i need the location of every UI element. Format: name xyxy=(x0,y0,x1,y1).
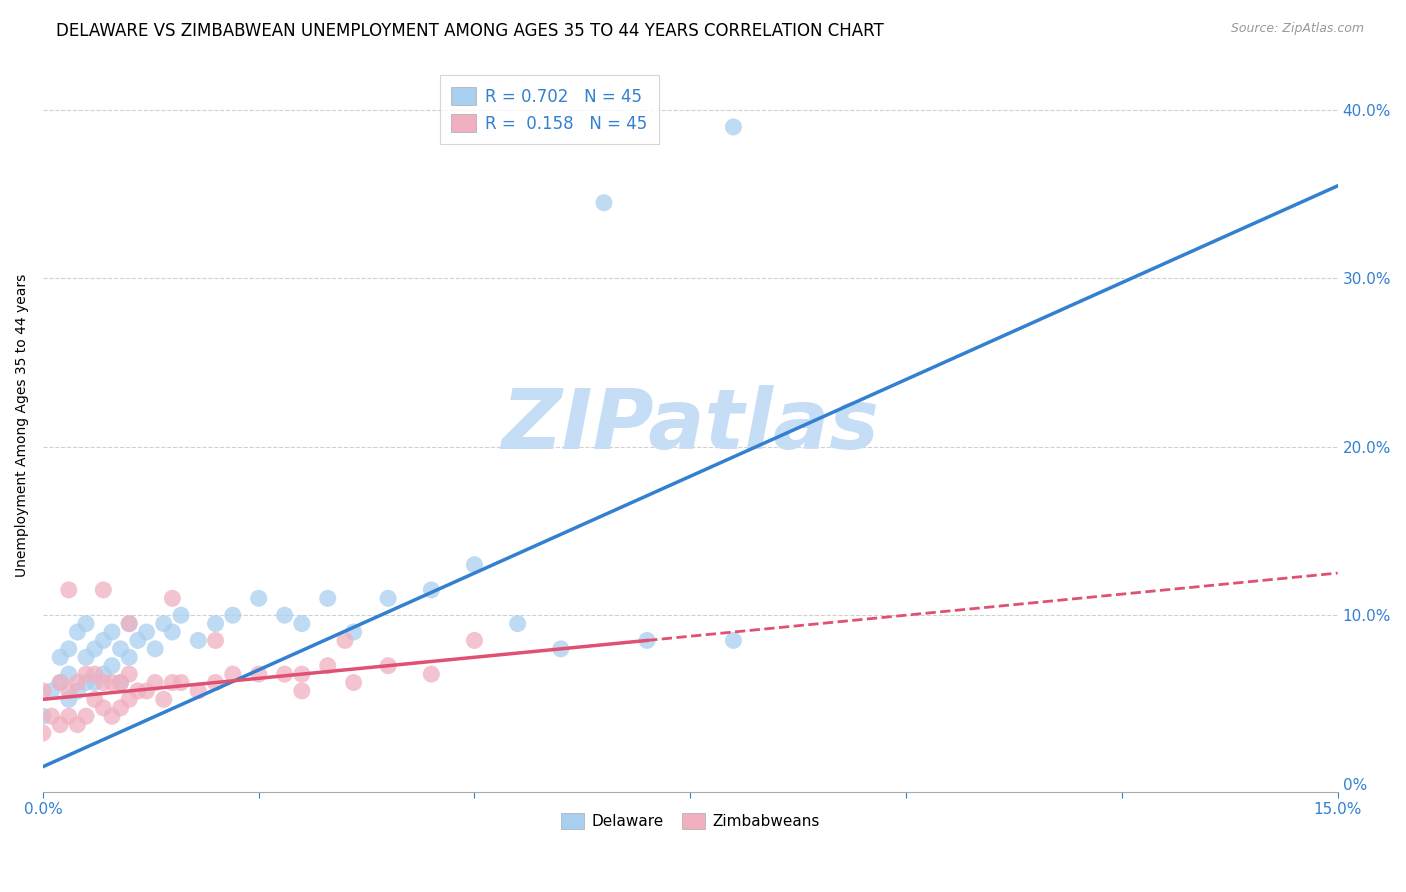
Point xyxy=(49,675,72,690)
Point xyxy=(135,684,157,698)
Point xyxy=(118,616,141,631)
Point xyxy=(83,641,105,656)
Point xyxy=(162,591,184,606)
Point xyxy=(273,667,295,681)
Legend: Delaware, Zimbabweans: Delaware, Zimbabweans xyxy=(554,806,825,836)
Point xyxy=(170,675,193,690)
Point xyxy=(83,675,105,690)
Point xyxy=(58,582,80,597)
Point xyxy=(101,675,124,690)
Point xyxy=(101,709,124,723)
Point xyxy=(343,675,366,690)
Point xyxy=(187,633,209,648)
Point xyxy=(66,684,89,698)
Y-axis label: Unemployment Among Ages 35 to 44 years: Unemployment Among Ages 35 to 44 years xyxy=(15,274,30,577)
Point xyxy=(550,641,572,656)
Point xyxy=(32,709,55,723)
Point xyxy=(75,650,97,665)
Point xyxy=(110,700,132,714)
Point xyxy=(143,641,166,656)
Point xyxy=(162,675,184,690)
Point xyxy=(49,650,72,665)
Point xyxy=(143,675,166,690)
Point xyxy=(83,692,105,706)
Point xyxy=(316,658,339,673)
Point xyxy=(49,675,72,690)
Point xyxy=(377,591,399,606)
Point xyxy=(66,625,89,640)
Point xyxy=(91,667,114,681)
Text: DELAWARE VS ZIMBABWEAN UNEMPLOYMENT AMONG AGES 35 TO 44 YEARS CORRELATION CHART: DELAWARE VS ZIMBABWEAN UNEMPLOYMENT AMON… xyxy=(56,22,884,40)
Point xyxy=(41,709,63,723)
Point xyxy=(91,700,114,714)
Point xyxy=(110,641,132,656)
Point xyxy=(463,633,485,648)
Text: Source: ZipAtlas.com: Source: ZipAtlas.com xyxy=(1230,22,1364,36)
Point xyxy=(247,667,270,681)
Point xyxy=(75,667,97,681)
Point xyxy=(506,616,529,631)
Point xyxy=(118,616,141,631)
Point xyxy=(187,684,209,698)
Point xyxy=(152,692,174,706)
Point xyxy=(101,658,124,673)
Point xyxy=(152,616,174,631)
Point xyxy=(58,667,80,681)
Point xyxy=(32,726,55,740)
Point xyxy=(58,641,80,656)
Point xyxy=(343,625,366,640)
Point xyxy=(66,717,89,731)
Point xyxy=(58,684,80,698)
Point xyxy=(110,675,132,690)
Point xyxy=(463,558,485,572)
Point xyxy=(204,675,226,690)
Point xyxy=(204,633,226,648)
Point xyxy=(204,616,226,631)
Point xyxy=(420,582,443,597)
Point xyxy=(91,582,114,597)
Point xyxy=(291,616,314,631)
Point xyxy=(91,633,114,648)
Text: ZIPatlas: ZIPatlas xyxy=(502,385,879,467)
Point xyxy=(110,675,132,690)
Point xyxy=(723,633,745,648)
Point xyxy=(222,608,245,623)
Point xyxy=(333,633,356,648)
Point xyxy=(420,667,443,681)
Point xyxy=(135,625,157,640)
Point xyxy=(127,684,149,698)
Point xyxy=(162,625,184,640)
Point xyxy=(273,608,295,623)
Point xyxy=(291,684,314,698)
Point xyxy=(291,667,314,681)
Point xyxy=(75,675,97,690)
Point xyxy=(75,709,97,723)
Point xyxy=(83,667,105,681)
Point xyxy=(222,667,245,681)
Point xyxy=(118,692,141,706)
Point xyxy=(636,633,658,648)
Point xyxy=(118,650,141,665)
Point xyxy=(118,667,141,681)
Point xyxy=(377,658,399,673)
Point xyxy=(101,625,124,640)
Point xyxy=(58,709,80,723)
Point xyxy=(75,616,97,631)
Point xyxy=(32,684,55,698)
Point xyxy=(58,692,80,706)
Point xyxy=(66,675,89,690)
Point xyxy=(49,717,72,731)
Point xyxy=(91,675,114,690)
Point xyxy=(41,684,63,698)
Point xyxy=(127,633,149,648)
Point xyxy=(723,120,745,134)
Point xyxy=(316,591,339,606)
Point xyxy=(247,591,270,606)
Point xyxy=(593,195,616,210)
Point xyxy=(170,608,193,623)
